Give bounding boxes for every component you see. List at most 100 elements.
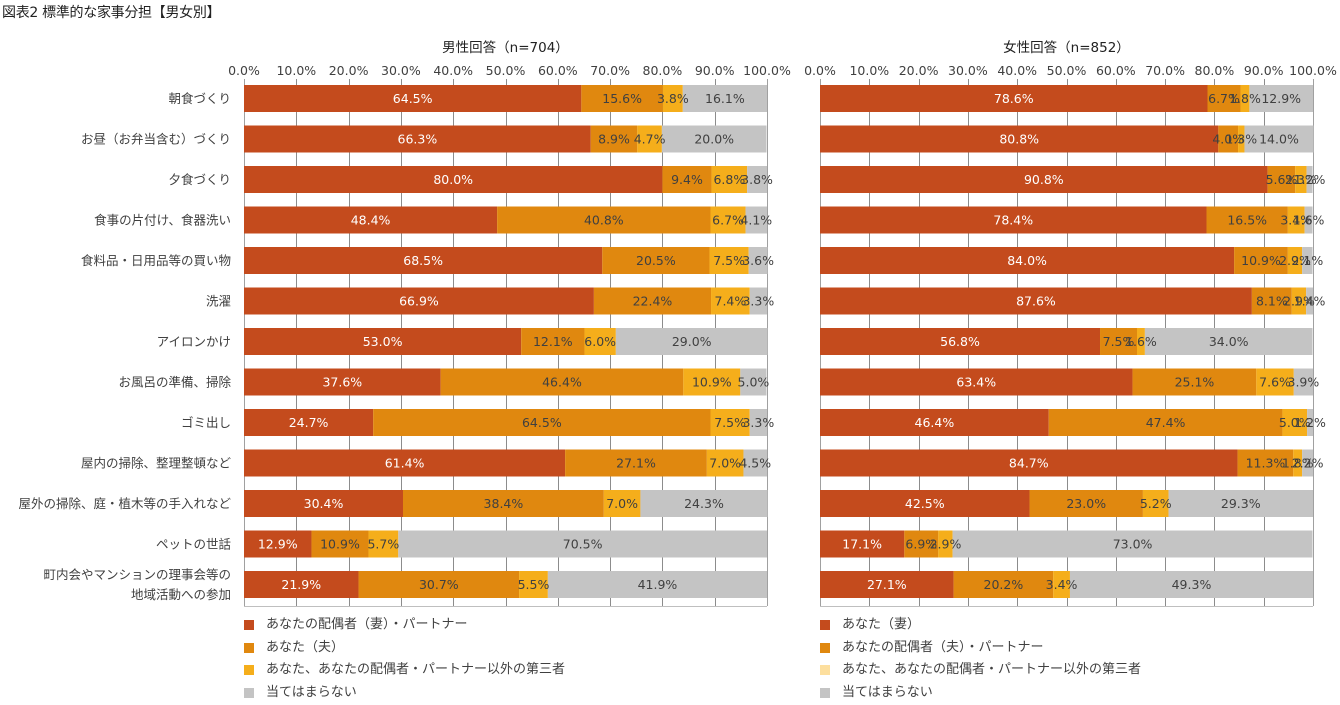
data-label: 3.3% — [742, 415, 774, 430]
data-label: 3.3% — [742, 294, 774, 309]
data-label: 37.6% — [322, 375, 362, 390]
data-label: 1.2% — [1294, 172, 1326, 187]
x-tick-label: 90.0% — [695, 63, 735, 78]
data-label: 7.0% — [606, 496, 638, 511]
data-label: 1.6% — [1125, 334, 1157, 349]
bar-segment-1 — [244, 409, 374, 436]
data-label: 2.9% — [930, 537, 962, 552]
bar-segment-1 — [820, 328, 1101, 355]
bar-segment-4 — [398, 530, 767, 558]
legend-label: あなた（夫） — [266, 639, 345, 655]
x-tick-label: 10.0% — [849, 63, 889, 78]
bar-row: 84.0% 10.9%2.9%2.1% — [820, 247, 1323, 274]
bar-row: 84.7% 11.3%1.8%2.2% — [820, 449, 1324, 477]
chart-panel-male: 男性回答（n=704） 0.0% 10.0% 20.0% 30.0% 40.0% 50.0%… — [18, 39, 791, 607]
legend-swatch-icon — [244, 665, 254, 675]
legend-swatch-icon — [244, 620, 254, 630]
data-label: 5.0% — [1279, 415, 1311, 430]
bar-segment-4 — [1302, 247, 1313, 274]
data-label: 41.9% — [638, 577, 678, 592]
category-label: お昼（お弁当含む）づくり — [81, 132, 231, 147]
bar-segment-2 — [311, 530, 369, 558]
data-label: 10.9% — [320, 537, 360, 552]
bar-segment-1 — [820, 166, 1268, 193]
data-label: 14.0% — [1259, 132, 1299, 147]
bar-segment-4 — [615, 328, 768, 355]
bar-segment-4 — [740, 368, 767, 396]
data-label: 53.0% — [363, 334, 403, 349]
bar-segment-3 — [584, 328, 616, 355]
bar-segment-1 — [820, 247, 1235, 274]
bar-segment-1 — [244, 328, 522, 355]
data-label: 4.7% — [634, 132, 666, 147]
bar-segment-2 — [402, 490, 604, 517]
bar-segment-2 — [1267, 166, 1296, 193]
data-label: 20.2% — [984, 577, 1024, 592]
bar-segment-2 — [1132, 368, 1257, 396]
bar-segment-1 — [244, 571, 359, 598]
x-tick-label: 60.0% — [1096, 63, 1136, 78]
data-label: 3.6% — [742, 253, 774, 268]
category-label: 食料品・日用品等の買い物 — [81, 253, 231, 268]
bar-segment-4 — [745, 206, 767, 234]
bar-segment-2 — [521, 328, 585, 355]
bar-segment-3 — [1256, 368, 1294, 396]
category-label: 夕食づくり — [168, 172, 231, 187]
bar-segment-1 — [244, 530, 312, 558]
bar-segment-4 — [749, 287, 767, 315]
data-label: 17.1% — [842, 537, 882, 552]
bar-segment-2 — [1100, 328, 1137, 355]
data-label: 70.5% — [563, 537, 603, 552]
category-label: お風呂の準備、掃除 — [118, 375, 231, 390]
category-label: 地域活動への参加 — [131, 587, 231, 602]
bar-segment-4 — [661, 125, 767, 153]
x-tick-label: 40.0% — [433, 63, 473, 78]
bar-row: 66.3% 8.9% 4.7% 20.0% — [244, 125, 767, 153]
bar-segment-4 — [1168, 490, 1313, 517]
data-label: 7.6% — [1259, 375, 1291, 390]
legend-label: あなた（妻） — [842, 617, 921, 632]
category-label: 洗濯 — [206, 294, 231, 309]
bar-segment-1 — [820, 571, 954, 598]
data-label: 5.6% — [1266, 172, 1298, 187]
data-label: 64.5% — [522, 415, 562, 430]
data-label: 1.8% — [1282, 456, 1314, 471]
data-label: 64.5% — [393, 91, 433, 106]
bar-segment-1 — [820, 409, 1049, 436]
legend-swatch-icon — [820, 665, 830, 675]
x-tick-label: 10.0% — [276, 63, 316, 78]
x-tick-label: 20.0% — [329, 63, 369, 78]
x-tick-label: 90.0% — [1244, 63, 1284, 78]
legend-swatch-icon — [244, 642, 254, 653]
data-label: 5.2% — [1140, 496, 1172, 511]
bar-segment-4 — [1304, 206, 1313, 234]
bar-segment-3 — [710, 206, 746, 234]
data-label: 12.9% — [258, 537, 298, 552]
bar-row: 87.6% 8.1%2.9%1.4% — [820, 287, 1326, 315]
bar-segment-4 — [1144, 328, 1313, 355]
bar-segment-4 — [682, 85, 767, 112]
data-label: 7.0% — [709, 456, 741, 471]
data-label: 6.9% — [905, 537, 937, 552]
data-label: 16.1% — [705, 91, 745, 106]
bar-segment-4 — [640, 490, 768, 517]
x-tick-label: 80.0% — [643, 63, 683, 78]
data-label: 49.3% — [1172, 577, 1212, 592]
data-label: 20.0% — [694, 132, 734, 147]
chart-title: 女性回答（n=852） — [1003, 39, 1130, 56]
data-label: 1.3% — [1225, 132, 1257, 147]
legend-label: あなたの配偶者（妻）・パートナー — [266, 617, 468, 632]
bar-segment-4 — [747, 166, 767, 193]
data-label: 38.4% — [484, 496, 524, 511]
bar-row: 12.9% 10.9% 5.7% 70.5% — [244, 530, 767, 558]
bar-segment-3 — [1291, 287, 1307, 315]
bar-segment-3 — [1295, 166, 1307, 193]
data-label: 1.4% — [1294, 294, 1326, 309]
bar-row: 24.7% 64.5% 7.5%3.3% — [244, 409, 774, 436]
data-label: 66.9% — [399, 294, 439, 309]
bar-segment-3 — [1240, 85, 1250, 112]
bar-segment-2 — [1029, 490, 1143, 517]
data-label: 8.9% — [598, 132, 630, 147]
chart-title: 男性回答（n=704） — [442, 39, 569, 56]
data-label: 78.6% — [994, 91, 1034, 106]
